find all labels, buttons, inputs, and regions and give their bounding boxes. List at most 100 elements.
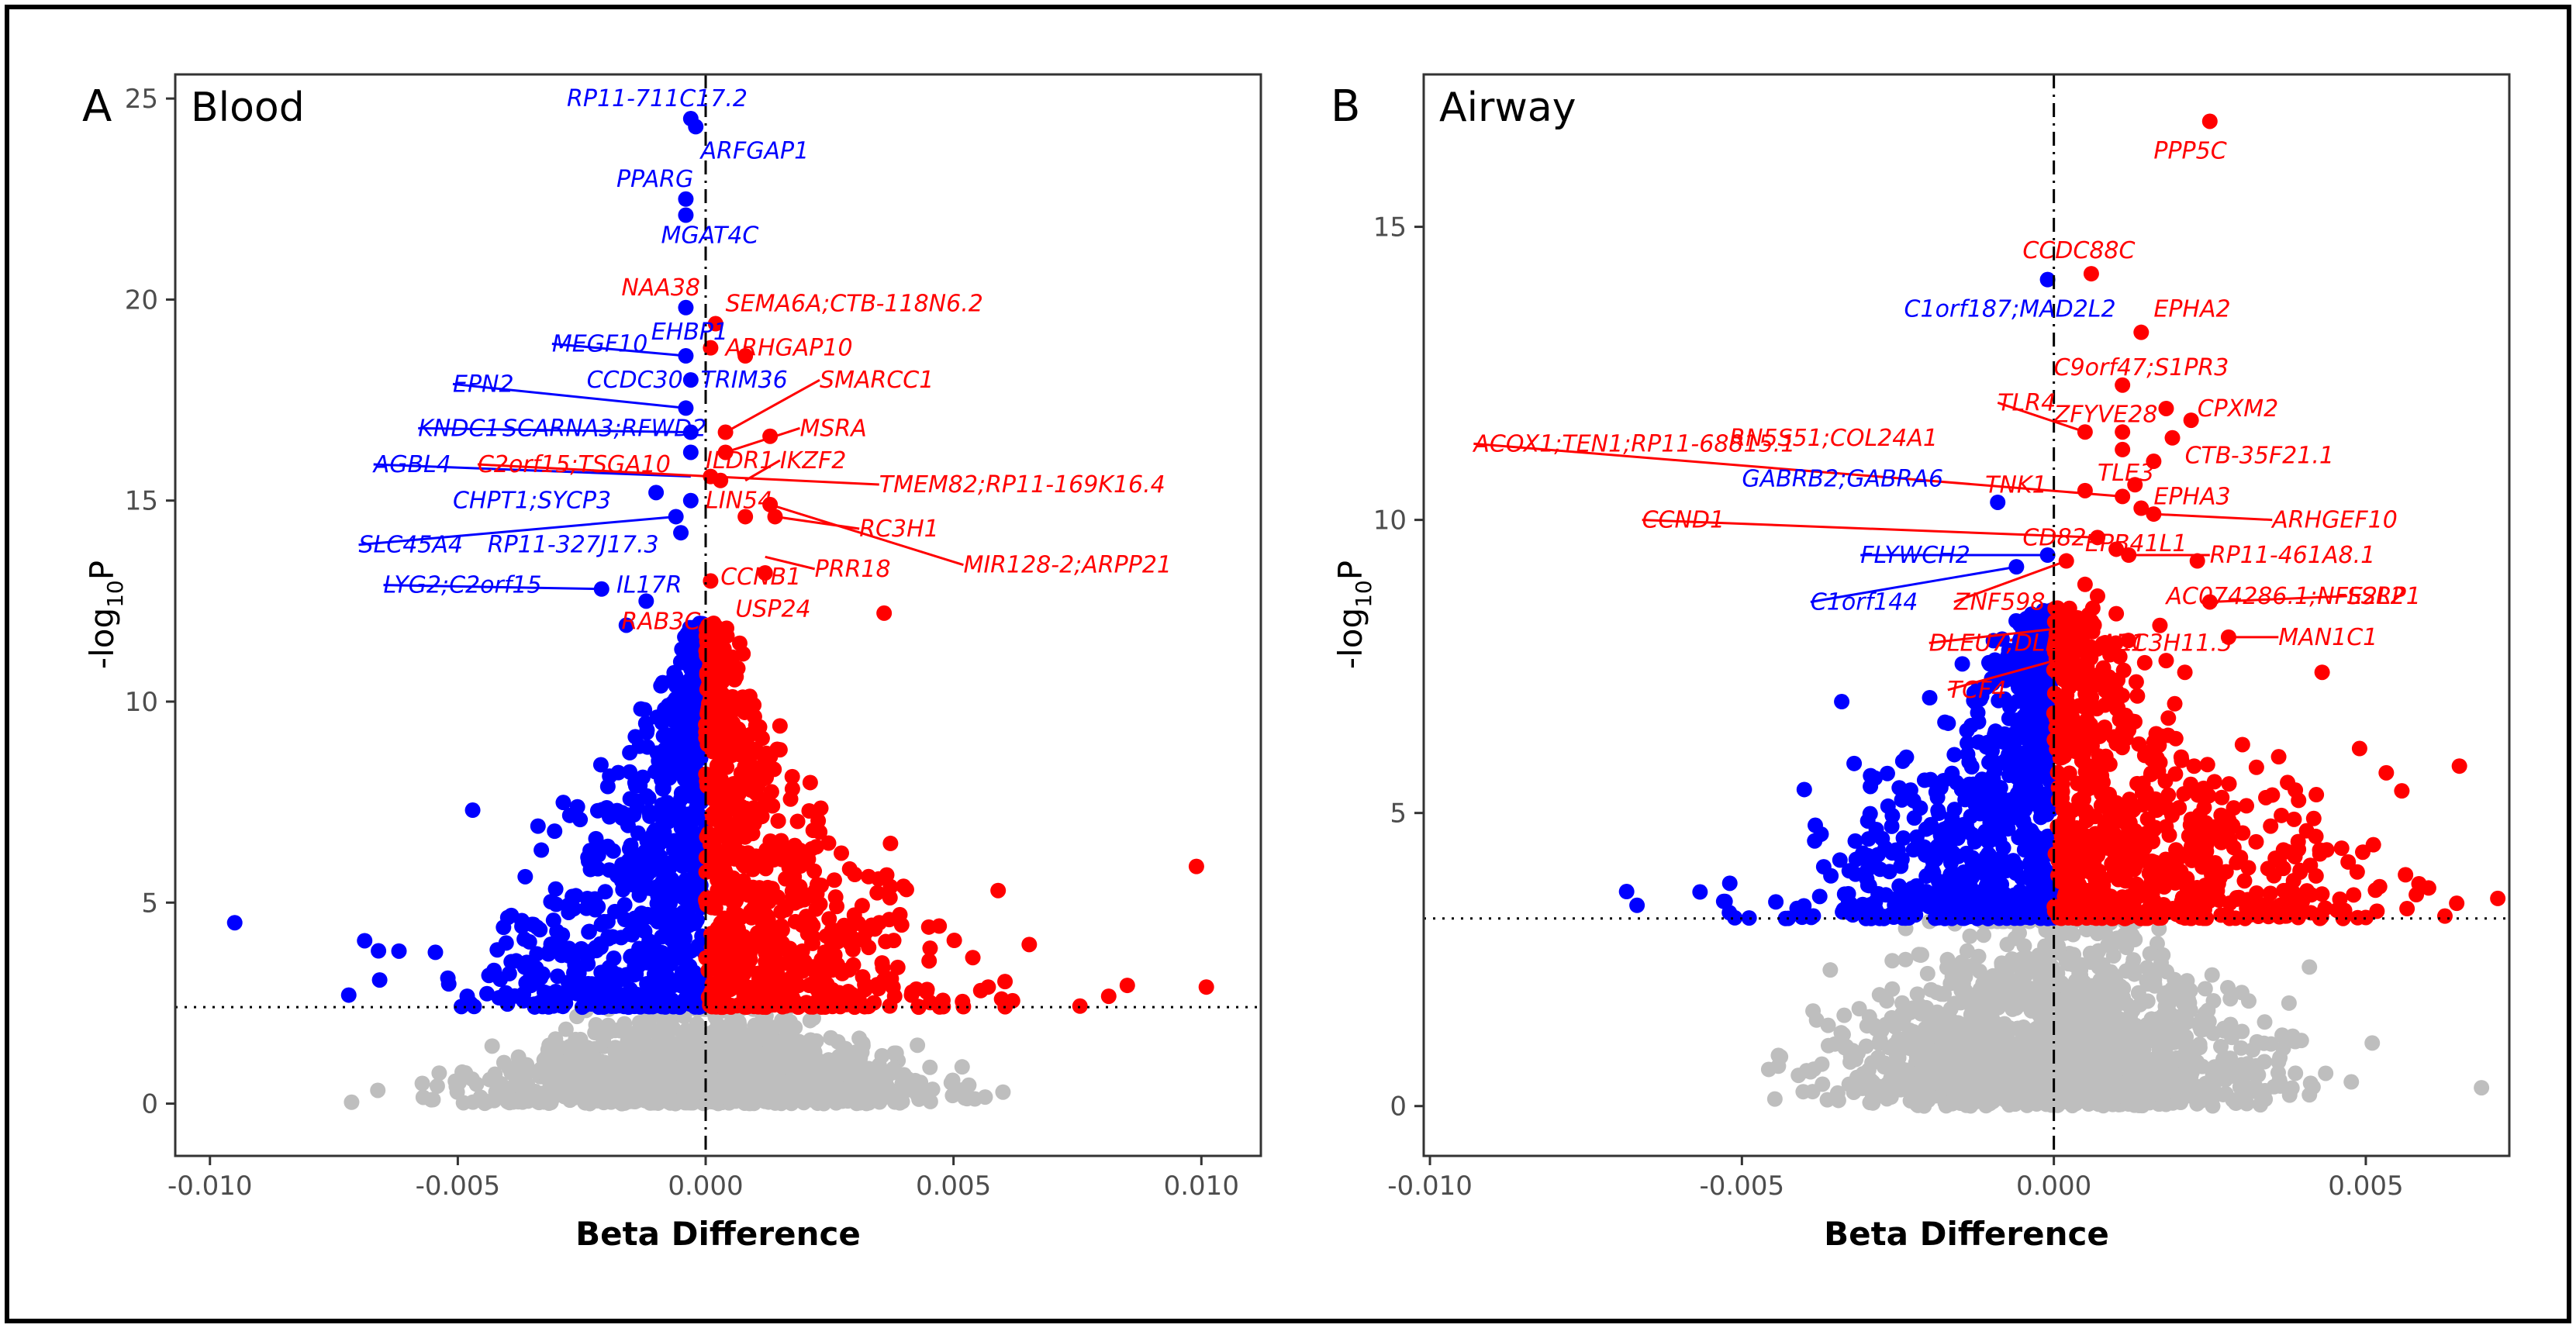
point-down	[540, 946, 557, 962]
point-up	[723, 875, 740, 892]
nonsignificant-points	[1760, 913, 2490, 1114]
point-ns	[700, 1088, 717, 1105]
point-down	[594, 802, 610, 818]
point-up	[886, 988, 903, 1005]
panel-title: Blood	[191, 85, 305, 131]
point-ns	[1871, 987, 1887, 1003]
gene-label: CCDC30	[587, 367, 683, 394]
point-ns	[802, 1012, 818, 1029]
label-leader-line	[775, 515, 860, 530]
point-up	[711, 694, 727, 710]
point-ns	[2057, 1051, 2074, 1068]
point-ns	[2132, 996, 2148, 1012]
point-ns	[2014, 957, 2030, 973]
point-ns	[2044, 1031, 2060, 1047]
point-ns	[556, 1069, 572, 1085]
point-up	[703, 724, 720, 740]
point-up	[845, 957, 862, 973]
point-ns	[811, 1068, 827, 1085]
point-down	[634, 905, 650, 922]
point-ns	[1971, 963, 1987, 979]
point-up	[738, 815, 754, 831]
point-up	[813, 994, 829, 1010]
point-down	[655, 805, 672, 821]
point-up	[898, 881, 914, 898]
point-top-hit	[713, 472, 729, 488]
point-ns	[1981, 1071, 1998, 1088]
point-up	[833, 988, 849, 1004]
point-up	[997, 974, 1013, 990]
gene-label: KNDC1	[418, 415, 499, 442]
point-down	[682, 879, 698, 895]
point-ns	[2474, 1080, 2490, 1096]
gene-labels: RP11-711C17.2ARFGAP1PPARGMGAT4CNAA38SEMA…	[358, 85, 1172, 635]
point-ns	[2014, 995, 2030, 1012]
point-ns	[2186, 1043, 2202, 1059]
point-down	[669, 907, 685, 923]
y-tick-label: 0	[141, 1089, 158, 1120]
x-tick-label: 0.000	[668, 1171, 743, 1202]
point-ns	[1820, 1017, 1836, 1033]
point-ns	[2043, 1097, 2060, 1113]
point-down	[1618, 884, 1635, 900]
point-ns	[737, 1095, 753, 1111]
label-leader-line	[373, 463, 691, 478]
point-ns	[663, 1035, 679, 1051]
point-up	[699, 666, 716, 682]
point-down	[676, 922, 692, 938]
point-up	[882, 878, 899, 895]
y-axis-title-tail: P	[83, 561, 121, 580]
label-leader-line	[477, 463, 711, 478]
gene-label: ARFGAP1	[699, 138, 810, 165]
point-ns	[2016, 938, 2032, 954]
point-up	[744, 861, 761, 878]
point-ns	[1891, 1031, 1907, 1047]
gene-label: RP11-327J17.3	[488, 532, 659, 559]
point-up	[763, 964, 779, 980]
point-down	[554, 926, 571, 943]
point-down	[580, 956, 596, 972]
point-top-hit	[757, 565, 773, 581]
point-up	[816, 969, 832, 985]
point-ns	[1968, 1047, 1984, 1064]
point-up	[731, 635, 748, 651]
point-ns	[455, 1095, 471, 1111]
point-ns	[1804, 1084, 1821, 1100]
point-ns	[2029, 985, 2045, 1001]
point-ns	[2101, 996, 2118, 1012]
point-down	[657, 855, 673, 871]
point-ns	[1935, 1007, 1951, 1023]
gene-label: LIN54	[706, 488, 772, 515]
point-ns	[2011, 925, 2027, 941]
point-up	[808, 839, 824, 855]
point-ns	[1970, 948, 1987, 964]
point-up	[772, 718, 788, 734]
point-up	[786, 848, 803, 864]
point-up	[829, 899, 845, 915]
point-ns	[468, 1076, 485, 1092]
point-ns	[1977, 1095, 1993, 1111]
y-tick-label: 5	[141, 888, 158, 919]
point-up	[786, 868, 803, 885]
point-down	[685, 696, 701, 712]
point-up	[806, 863, 823, 879]
point-up	[752, 881, 768, 898]
point-ns	[2215, 1052, 2232, 1068]
point-outlier	[340, 987, 357, 1003]
point-down	[545, 912, 561, 929]
point-ns	[995, 1084, 1011, 1100]
point-ns	[429, 1078, 445, 1094]
point-down	[592, 757, 609, 773]
point-ns	[1849, 1069, 1865, 1085]
point-up	[773, 918, 789, 934]
point-up	[698, 628, 714, 644]
point-ns	[902, 1081, 918, 1098]
point-ns	[751, 1031, 768, 1047]
point-ns	[2156, 1051, 2172, 1068]
point-ns	[759, 1078, 775, 1094]
gene-label: LYG2;C2orf15	[383, 572, 541, 599]
point-down	[1847, 833, 1863, 849]
point-up	[758, 945, 774, 961]
point-up	[704, 806, 720, 823]
point-up	[784, 883, 800, 899]
